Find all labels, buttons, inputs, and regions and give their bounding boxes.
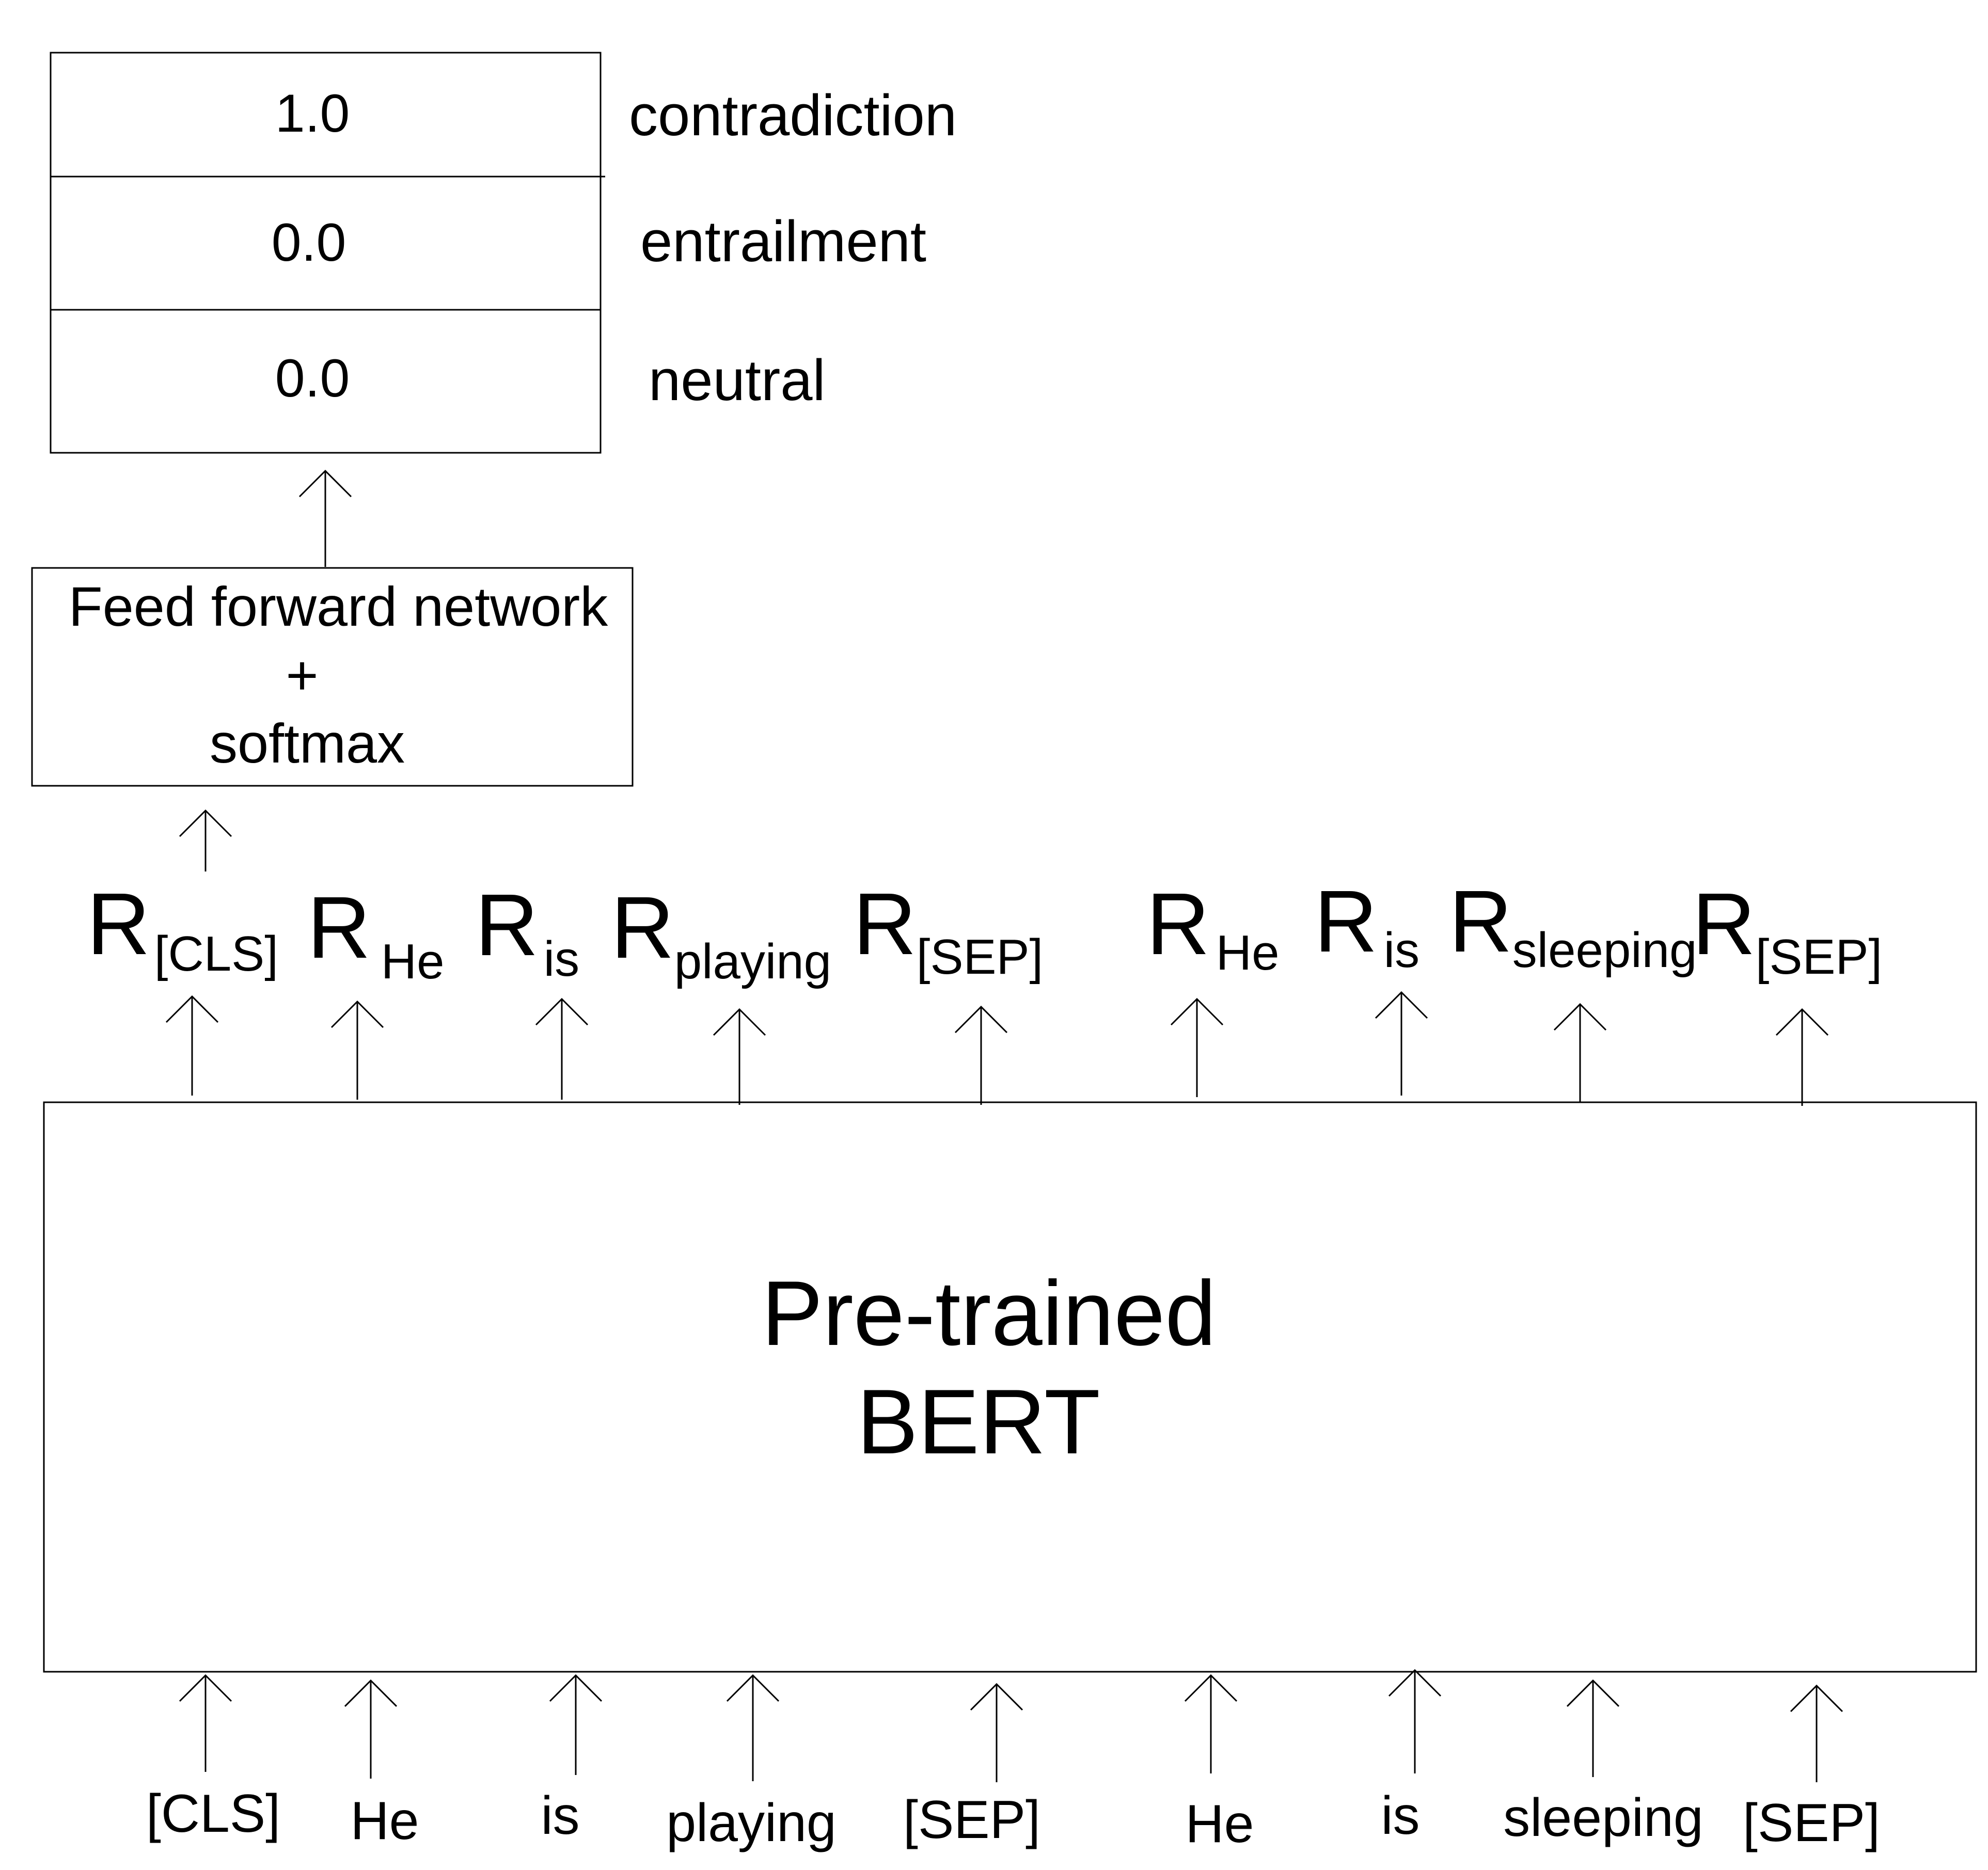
ffn-box-frame [31,567,634,787]
input-token: is [541,1786,579,1846]
entailment-probability: 0.0 [272,213,346,273]
pretrained-bert-box: Pre-trained BERT [43,1101,1977,1673]
contradiction-probability: 1.0 [275,84,350,144]
up-arrow [1375,991,1428,1096]
up-arrow [179,1674,232,1772]
representation-sep: R[SEP] [853,875,1043,985]
cls-to-ffn-arrow [179,809,232,871]
input-token: He [1186,1794,1254,1854]
up-arrow [1388,1669,1442,1773]
representation-he: R He [307,879,445,989]
representation-sleeping: Rsleeping [1449,873,1697,978]
neutral-label: neutral [649,348,825,413]
input-token: He [351,1791,419,1851]
representation-sep: R[SEP] [1692,875,1882,985]
input-token: [SEP] [903,1790,1040,1850]
contradiction-label: contradiction [629,83,957,148]
input-token: [SEP] [1743,1793,1880,1853]
input-token-arrows [179,1669,1843,1782]
input-token: [CLS] [146,1784,280,1844]
up-arrow [726,1674,780,1781]
input-token: is [1381,1786,1419,1846]
up-arrow [1553,1003,1607,1102]
ffn-plus-label: + [286,644,318,706]
neutral-probability: 0.0 [275,348,350,408]
bert-box-frame [43,1101,1977,1673]
up-arrow [1170,997,1224,1097]
softmax-label: softmax [210,712,405,774]
feed-forward-softmax-box: Feed forward network + softmax [31,567,634,787]
up-arrow [1566,1679,1620,1777]
up-arrow [549,1674,603,1775]
up-arrow [713,1008,766,1105]
representation-playing: Rplaying [611,879,831,989]
input-token: sleeping [1503,1788,1703,1848]
representation-cls: R[CLS] [87,875,278,981]
up-arrow [1790,1684,1843,1782]
output-probability-box: 1.0 0.0 0.0 contradiction entrailment ne… [50,52,957,454]
up-arrow [954,1005,1008,1105]
up-arrow [535,997,589,1100]
input-token: playing [666,1793,837,1853]
bert-output-arrows [165,991,1829,1106]
output-box-frame [50,52,602,454]
ffn-label: Feed forward network [69,575,608,638]
up-arrow [165,995,219,1096]
up-arrow [330,1000,384,1100]
bert-title-line1: Pre-trained [762,1262,1217,1365]
ffn-to-output-arrow [298,469,352,567]
up-arrow [970,1683,1023,1782]
input-token-row: [CLS] He is playing [SEP] He is sleeping… [146,1784,1880,1854]
up-arrow [344,1679,398,1779]
up-arrow [1184,1674,1238,1773]
representation-he: R He [1146,875,1280,980]
entailment-label: entrailment [640,209,926,274]
bert-title-line2: BERT [857,1370,1100,1473]
up-arrow [1775,1008,1829,1106]
